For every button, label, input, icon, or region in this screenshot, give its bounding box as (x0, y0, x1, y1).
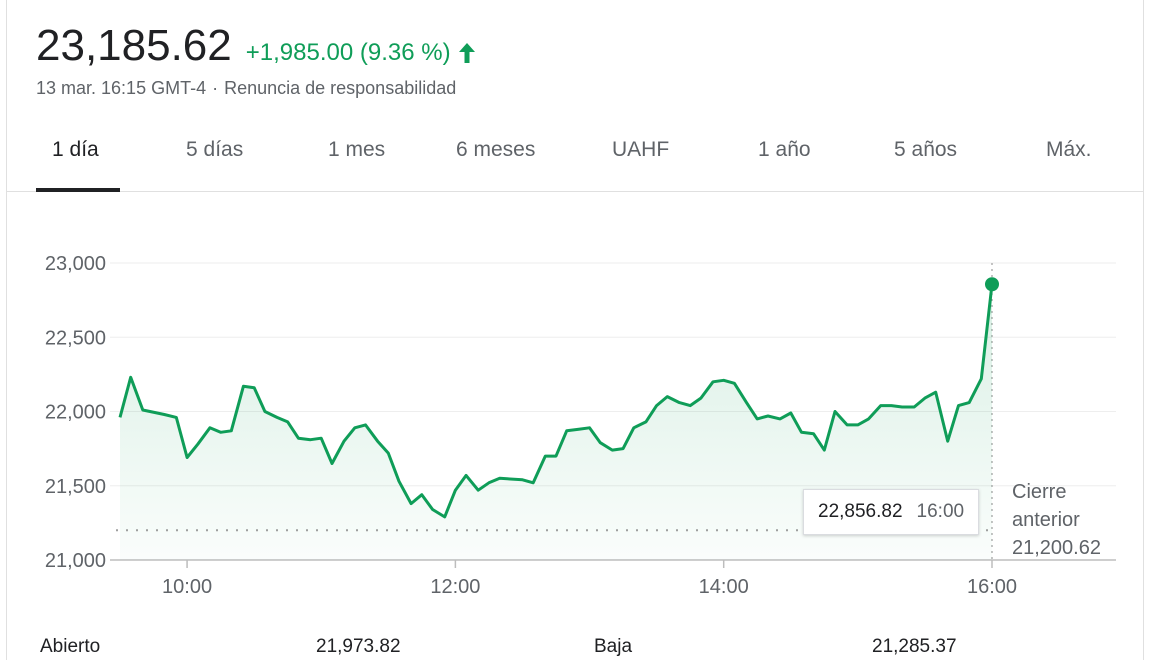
previous-close-value: 21,200.62 (1012, 537, 1101, 559)
tab-5-dias[interactable]: 5 días (186, 138, 244, 161)
price-change: +1,985.00 (9.36 %) (246, 39, 477, 67)
tab-1-mes[interactable]: 1 mes (328, 138, 386, 161)
meta-separator: · (212, 78, 219, 98)
low-value: 21,285.37 (872, 636, 957, 657)
price-change-text: +1,985.00 (9.36 %) (245, 39, 451, 66)
y-axis-labels: 21,000 21,500 22,000 22,500 23,000 (45, 253, 106, 572)
tab-1-dia[interactable]: 1 día (52, 138, 99, 161)
active-tab-indicator (36, 188, 120, 192)
price-meta: 13 mar. 16:15 GMT-4 · Renuncia de responsa… (36, 78, 456, 99)
previous-close-label-1: Cierre (1012, 481, 1066, 503)
x-tick-label: 14:00 (699, 576, 749, 598)
tab-max[interactable]: Máx. (1046, 138, 1092, 161)
timestamp: 13 mar. 16:15 GMT-4 (36, 78, 207, 98)
endpoint-marker (985, 277, 999, 292)
open-value: 21,973.82 (316, 636, 401, 657)
hover-tooltip: 22,856.82 16:00 (803, 489, 980, 535)
y-tick-label: 21,500 (45, 476, 106, 498)
tab-uahf[interactable]: UAHF (612, 138, 670, 161)
series-area-fill (120, 284, 992, 560)
tab-1-ano[interactable]: 1 año (758, 138, 811, 161)
x-tick-label: 12:00 (430, 576, 480, 598)
arrow-up-icon (458, 43, 475, 63)
y-tick-label: 22,000 (45, 402, 106, 424)
finance-card (6, 0, 1144, 660)
tooltip-value: 22,856.82 (818, 501, 903, 522)
y-tick-label: 22,500 (45, 327, 106, 349)
y-tick-label: 21,000 (45, 550, 106, 572)
tab-5-anos[interactable]: 5 años (894, 138, 958, 161)
price-row: 23,185.62 +1,985.00 (9.36 %) (36, 20, 477, 72)
tooltip-time: 16:00 (916, 501, 965, 522)
previous-close-label-2: anterior (1012, 509, 1080, 531)
range-tabs: 1 día 5 días 1 mes 6 meses UAHF 1 año 5 … (6, 120, 1144, 192)
series-line (118, 284, 994, 519)
series-area (118, 277, 999, 560)
low-label: Baja (594, 636, 633, 657)
current-price: 23,185.62 (36, 21, 232, 70)
disclaimer-link[interactable]: Renuncia de responsabilidad (224, 78, 457, 98)
x-axis-labels: 10:00 12:00 14:00 16:00 (162, 576, 1017, 598)
tab-6-meses[interactable]: 6 meses (456, 138, 536, 161)
y-tick-label: 23,000 (45, 253, 106, 275)
x-tick-label: 16:00 (967, 576, 1017, 598)
open-label: Abierto (40, 636, 101, 657)
x-tick-label: 10:00 (162, 576, 212, 598)
